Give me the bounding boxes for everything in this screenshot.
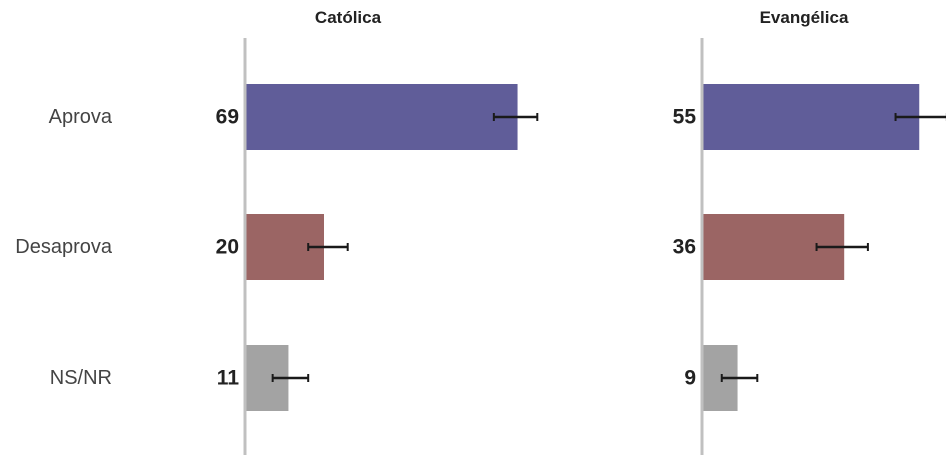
panel-marks: 55 36 9	[673, 38, 946, 455]
panel-catolica: Católica 69 20 11	[216, 8, 539, 455]
value-label: 36	[673, 236, 696, 259]
value-label: 55	[673, 106, 697, 129]
panel-marks: 69 20 11	[216, 38, 539, 455]
bar	[702, 84, 920, 150]
category-label: Aprova	[49, 106, 113, 128]
panel-title: Católica	[315, 8, 382, 27]
value-label: 11	[217, 367, 240, 390]
value-label: 20	[216, 236, 239, 259]
category-label: Desaprova	[15, 236, 113, 258]
bar	[245, 84, 518, 150]
panel-title: Evangélica	[760, 8, 849, 27]
panel-evangelica: Evangélica 55 36 9	[673, 8, 946, 455]
value-label: 69	[216, 106, 239, 129]
category-label: NS/NR	[50, 367, 112, 389]
category-labels: Aprova Desaprova NS/NR	[15, 106, 113, 389]
value-label: 9	[684, 367, 696, 390]
